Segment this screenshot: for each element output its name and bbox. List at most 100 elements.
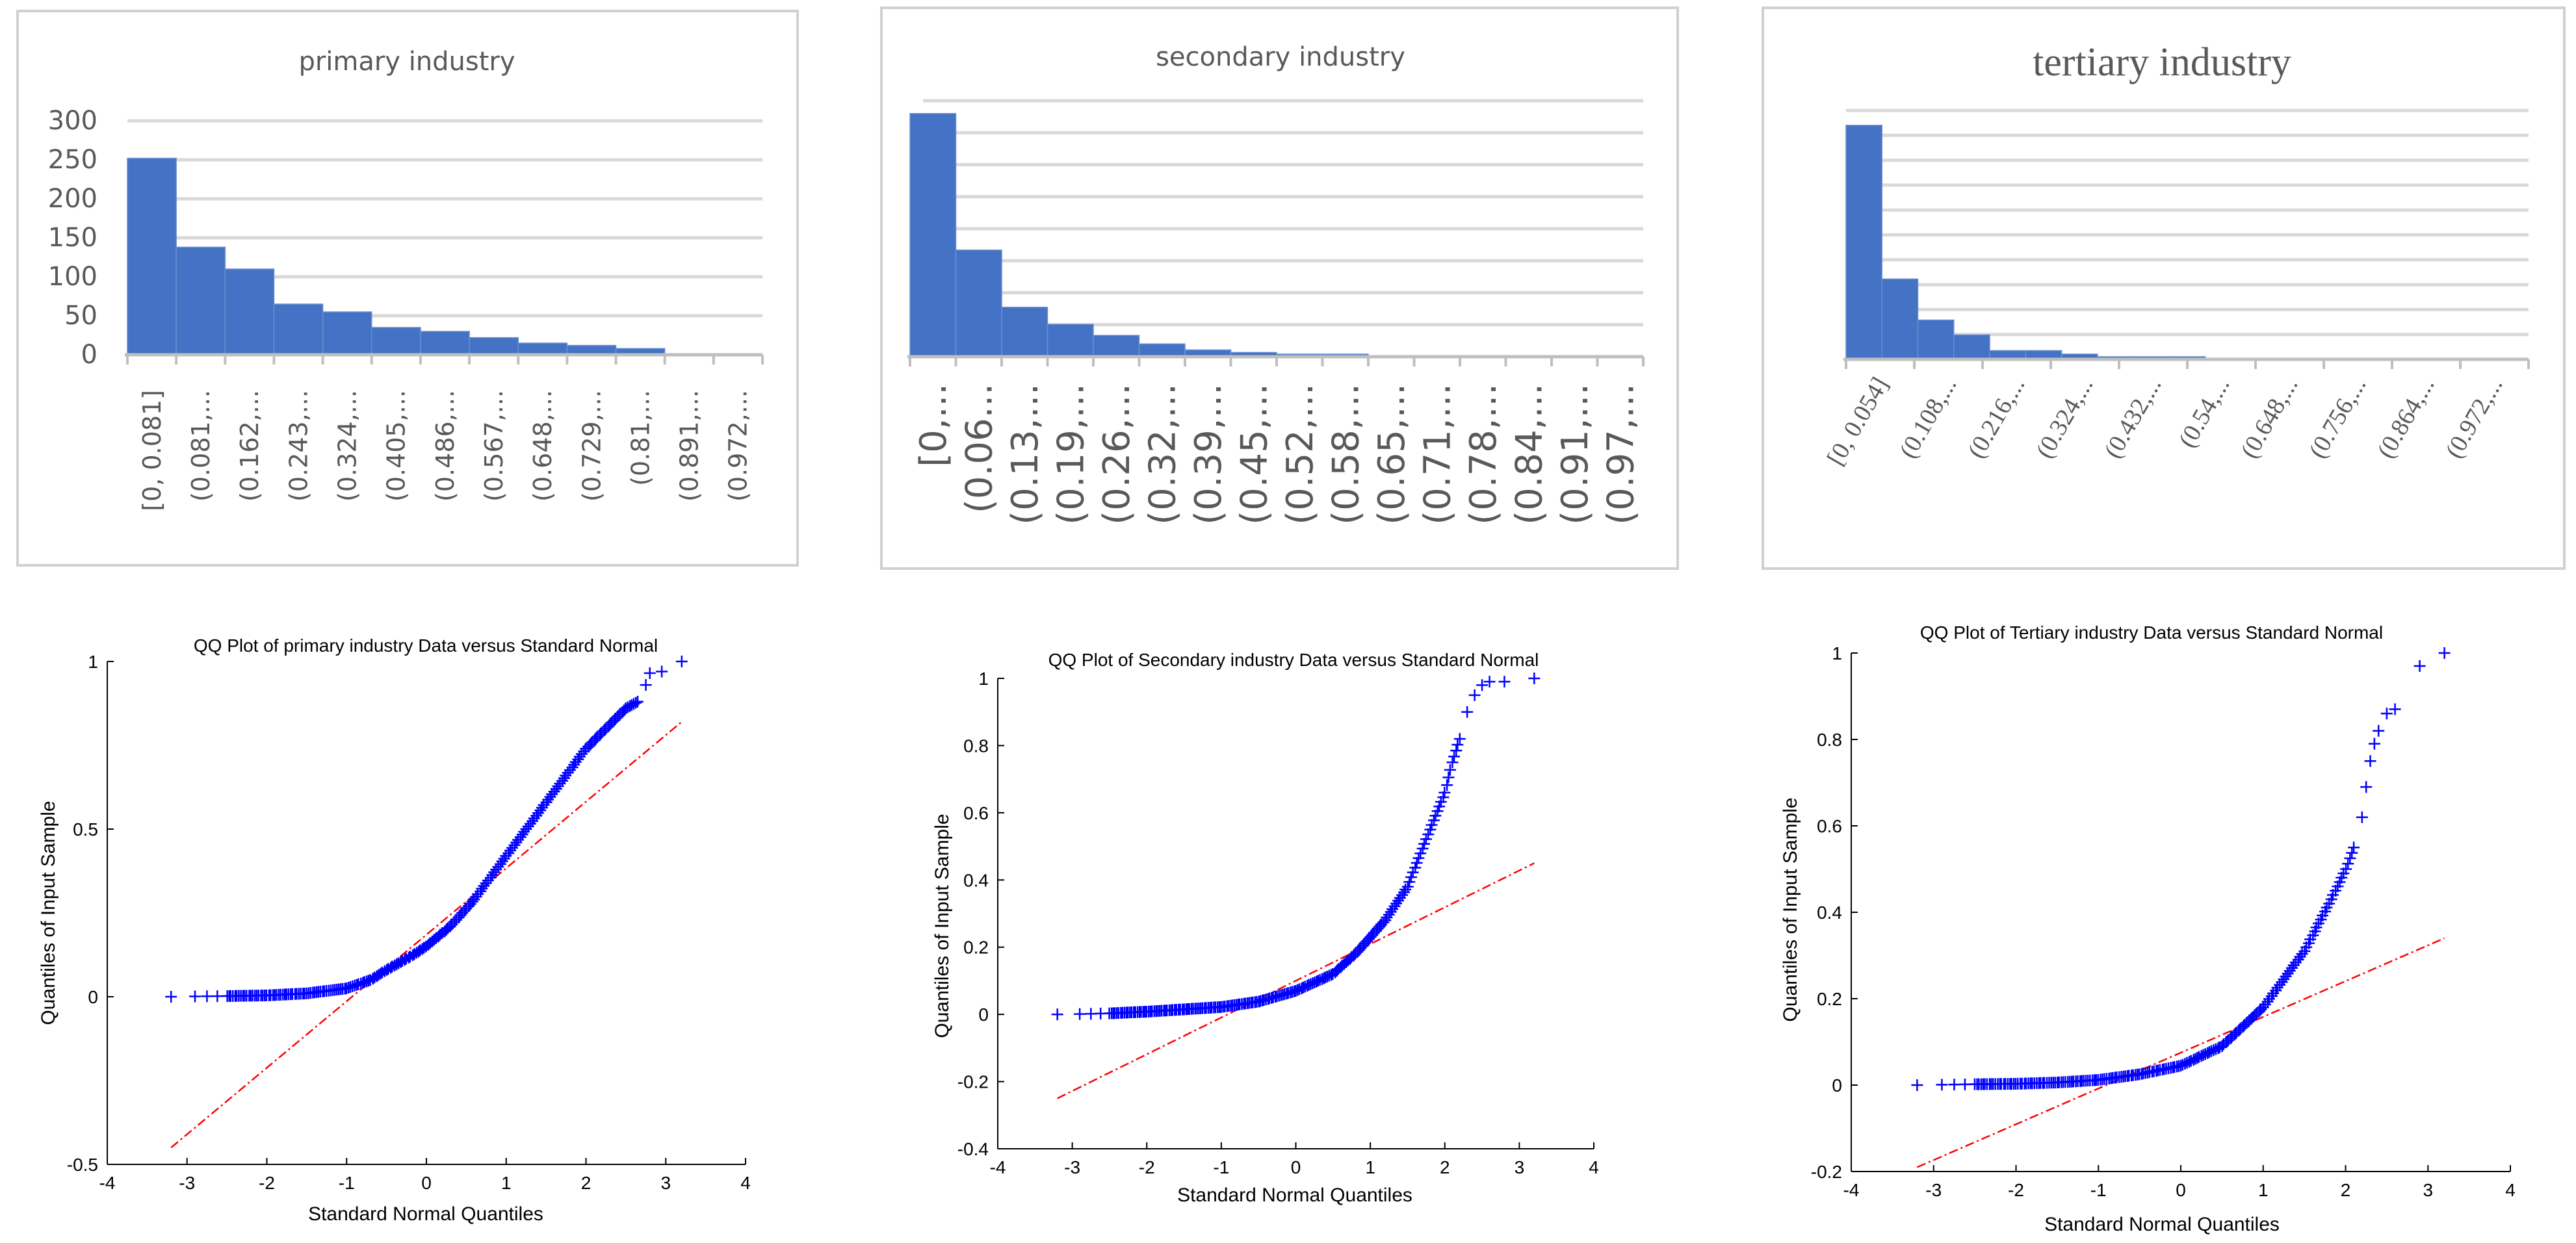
qq-point (1451, 739, 1464, 751)
x-tick-label: (0.78,... (1463, 383, 1505, 525)
qq-xlabel-tertiary: Standard Normal Quantiles (2044, 1214, 2280, 1235)
qq-point (2296, 948, 2308, 960)
x-tick-label: 1 (501, 1173, 512, 1193)
y-tick-label: 0 (81, 340, 98, 370)
qq-point (1405, 871, 1417, 883)
x-tick-label: 1 (2258, 1180, 2269, 1200)
y-tick-label: 1 (978, 669, 989, 689)
x-tick-label: (0.324,... (333, 390, 361, 502)
histogram-bar (1001, 307, 1048, 357)
x-tick-label: -3 (179, 1173, 195, 1193)
x-tick-label: 2 (1440, 1157, 1450, 1177)
x-tick-label: -4 (99, 1173, 116, 1193)
x-tick-label: (0.97,... (1600, 383, 1642, 525)
y-tick-label: -0.4 (957, 1139, 989, 1159)
qq-point (630, 697, 642, 709)
qq-point (1418, 838, 1431, 850)
qq-point (1403, 876, 1416, 888)
x-tick-label: -2 (259, 1173, 275, 1193)
qq-point (1528, 673, 1541, 684)
y-tick-label: 50 (64, 301, 98, 331)
x-tick-label: [0, 0.081] (138, 390, 166, 511)
qq-point (1414, 847, 1427, 860)
x-tick-label: (0.39,... (1188, 383, 1230, 525)
qq-point (2368, 737, 2380, 750)
qq-point (2360, 781, 2373, 793)
x-tick-label: 3 (1515, 1157, 1525, 1177)
x-tick-label: (0.71,... (1416, 383, 1459, 525)
x-tick-label: (0.486,... (431, 390, 460, 502)
y-tick-label: 0.5 (73, 819, 98, 839)
qq-plot-secondary: -4 -3 -2 -1 0 1 2 3 4 -0.4 -0.2 0 0.2 0.4 0.6 0.8 1 (957, 669, 1599, 1177)
qq-point (1948, 1079, 1960, 1091)
y-tick-label: 0 (88, 987, 98, 1007)
y-tick-label: 300 (48, 106, 98, 136)
x-tick-label: -2 (2008, 1180, 2024, 1200)
qq-ylabel-primary: Quantiles of Input Sample (38, 801, 59, 1025)
y-tick-label: 0 (978, 1005, 989, 1025)
histogram-bar (517, 342, 568, 355)
histogram-bar (420, 331, 470, 355)
x-tick-label: (0.81,... (626, 390, 655, 486)
qq-point (1450, 745, 1463, 757)
x-tick-label: 2 (581, 1173, 592, 1193)
qq-point (1399, 883, 1412, 895)
histogram-bar (469, 337, 519, 355)
x-tick-label: (0.891,... (675, 390, 704, 502)
y-tick-label: 150 (48, 223, 98, 253)
x-tick-label: (0.972,... (724, 390, 753, 502)
x-tick-label: (0.06... (958, 383, 1000, 513)
y-tick-label: 100 (48, 262, 98, 292)
qq-point (201, 990, 213, 1003)
qq-point (1911, 1079, 1923, 1091)
qq-point (2346, 847, 2358, 859)
qq-point (2364, 755, 2376, 767)
y-tick-label: 0.8 (1817, 730, 1842, 750)
histogram-bar (1953, 334, 1990, 360)
qq-xlabel-primary: Standard Normal Quantiles (308, 1203, 543, 1225)
y-tick-label: 0.2 (1817, 989, 1842, 1009)
histogram-bar (322, 311, 372, 355)
x-tick-label: -2 (1139, 1157, 1155, 1177)
y-tick-label: 0.4 (963, 870, 989, 890)
hist-title-secondary: secondary industry (1156, 42, 1405, 72)
x-tick-label: [0,... (913, 383, 955, 467)
qq-ylabel-secondary: Quantiles of Input Sample (931, 814, 953, 1038)
y-tick-label: -0.2 (957, 1072, 989, 1092)
qq-point (2413, 660, 2426, 672)
x-tick-label: (0.081,... (187, 390, 215, 502)
x-tick-label: (0.84,... (1508, 383, 1550, 525)
qq-point (1407, 866, 1419, 878)
histogram-bar (1881, 278, 1919, 360)
qq-point (1476, 679, 1489, 691)
x-tick-label: (0.405,... (382, 390, 411, 502)
x-tick-label: -4 (990, 1157, 1006, 1177)
x-tick-label: (0.26,... (1096, 383, 1138, 525)
x-tick-label: (0.567,... (480, 390, 508, 502)
qq-point (632, 695, 644, 708)
histogram-bar (1845, 125, 1883, 360)
qq-point (1468, 689, 1481, 701)
x-tick-label: (0.243,... (284, 390, 313, 502)
qq-title-tertiary: QQ Plot of Tertiary industry Data versus… (1920, 622, 2383, 643)
x-tick-label: (0.648,... (528, 390, 557, 502)
qq-point (675, 656, 688, 667)
reference-line (1057, 862, 1535, 1099)
histogram-bar (1047, 324, 1094, 357)
qq-point (1422, 828, 1435, 841)
histogram-bar (224, 268, 275, 355)
hist-title-tertiary: tertiary industry (2033, 40, 2291, 84)
qq-point (1483, 676, 1496, 688)
qq-point (640, 679, 652, 691)
x-tick-label: (0.19,... (1050, 383, 1092, 525)
qq-point (1416, 843, 1429, 855)
x-tick-label: (0.13,... (1004, 383, 1047, 525)
qq-point (165, 991, 177, 1003)
qq-point (2348, 841, 2360, 854)
x-tick-label: 4 (2505, 1180, 2516, 1200)
qq-point (2380, 708, 2393, 720)
x-tick-label: 4 (1589, 1157, 1599, 1177)
histogram-bar (1138, 343, 1186, 357)
histogram-bar (955, 250, 1002, 357)
x-tick-label: -1 (2090, 1180, 2107, 1200)
